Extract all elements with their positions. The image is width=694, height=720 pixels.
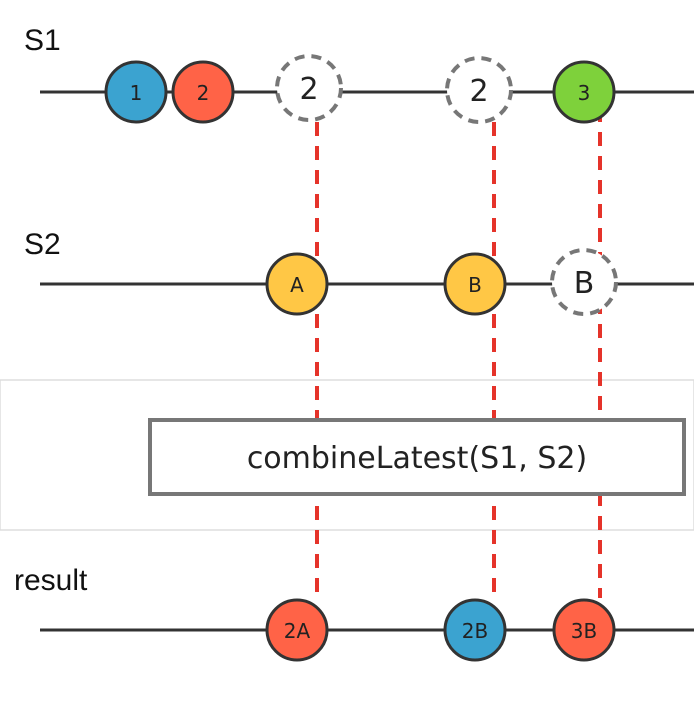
svg-text:3B: 3B <box>571 619 597 643</box>
result-marble: 2B <box>443 598 507 662</box>
operator-label: combineLatest(S1, S2) <box>247 441 587 476</box>
s1-marble: 1 <box>104 60 168 124</box>
svg-text:2: 2 <box>197 81 210 105</box>
s1-marble-ghost: 2 <box>445 56 513 124</box>
s1-label: S1 <box>24 24 61 57</box>
s1-marble: 3 <box>552 60 616 124</box>
svg-text:3: 3 <box>578 81 591 105</box>
svg-text:B: B <box>574 266 595 301</box>
svg-text:2: 2 <box>469 74 488 109</box>
result-label: result <box>14 564 88 597</box>
svg-text:1: 1 <box>130 81 143 105</box>
connectors <box>315 108 602 598</box>
s1-marble: 2 <box>171 60 235 124</box>
s1-marble-ghost: 2 <box>275 54 343 122</box>
svg-text:2: 2 <box>299 72 318 107</box>
svg-text:2B: 2B <box>462 619 488 643</box>
s2-marble: B <box>443 252 507 316</box>
svg-text:B: B <box>468 273 482 297</box>
operator-box <box>148 418 686 496</box>
s2-marble: A <box>265 252 329 316</box>
s2-label: S2 <box>24 228 61 261</box>
svg-text:2A: 2A <box>284 619 311 643</box>
s2-marble-ghost: B <box>550 248 618 316</box>
result-marble: 3B <box>552 598 616 662</box>
result-marble: 2A <box>265 598 329 662</box>
svg-text:A: A <box>290 273 304 297</box>
